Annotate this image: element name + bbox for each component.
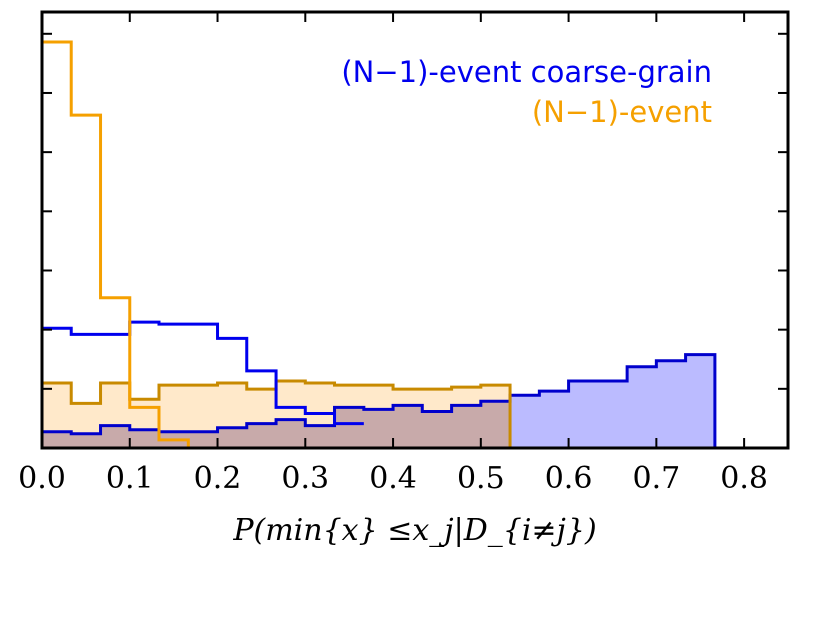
series-line-3: [40, 40, 190, 448]
x-tick-label: 0.4: [369, 461, 417, 496]
x-tick-label: 0.7: [632, 461, 680, 496]
legend-entry-n-minus-1-event: (N−1)-event: [532, 95, 712, 129]
x-axis-label: P(min{x} ≤x_j|D_{i≠j}): [232, 513, 596, 548]
x-tick-label: 0.2: [194, 461, 242, 496]
x-tick-label: 0.6: [545, 461, 593, 496]
x-tick-labels: 0.0 0.1 0.2 0.3 0.4 0.5 0.6 0.7 0.8: [18, 461, 768, 496]
plot-area: [40, 40, 717, 448]
axes-frame: [40, 10, 790, 450]
axis-ticks: [41, 12, 788, 448]
x-tick-label: 0.1: [106, 461, 154, 496]
x-tick-label: 0.3: [281, 461, 329, 496]
legend-entry-coarse-grain: (N−1)-event coarse-grain: [341, 55, 712, 89]
series-line-0: [40, 353, 717, 448]
series-fill-0: [42, 354, 715, 448]
x-tick-label: 0.0: [18, 461, 66, 496]
series-line-2: [40, 320, 364, 448]
x-tick-label: 0.8: [720, 461, 768, 496]
x-tick-label: 0.5: [457, 461, 505, 496]
